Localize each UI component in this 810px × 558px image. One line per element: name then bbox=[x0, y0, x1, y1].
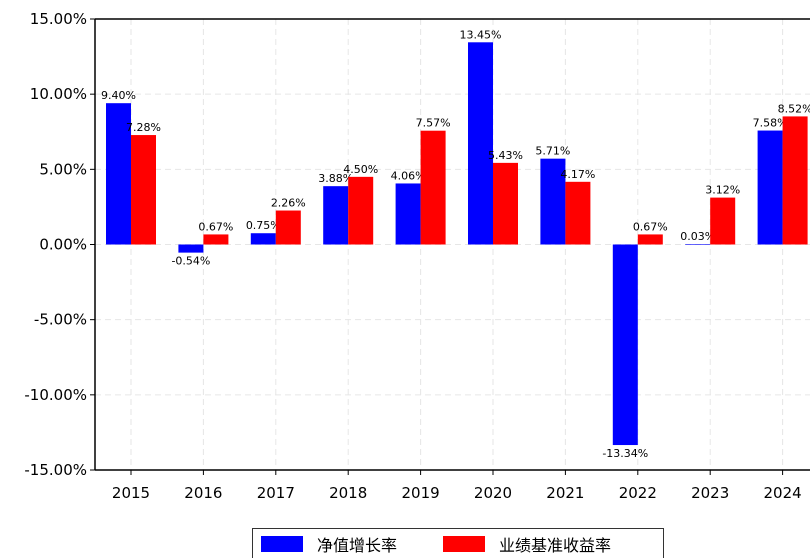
bar-series-1 bbox=[612, 244, 638, 446]
x-tick-label: 2016 bbox=[184, 484, 222, 502]
y-tick-label: 0.00% bbox=[39, 236, 87, 254]
y-tick-label: -5.00% bbox=[34, 311, 87, 329]
bar-series-2 bbox=[493, 162, 518, 245]
data-label-series-2: 4.50% bbox=[343, 163, 378, 176]
data-label-series-2: 7.28% bbox=[126, 121, 161, 134]
x-tick-label: 2021 bbox=[546, 484, 584, 502]
data-label-series-2: 8.52% bbox=[778, 102, 810, 115]
legend: 净值增长率 业绩基准收益率 bbox=[252, 528, 664, 558]
data-label-series-1: 3.88% bbox=[318, 172, 353, 185]
data-label-series-1: 9.40% bbox=[101, 89, 136, 102]
x-tick-label: 2022 bbox=[619, 484, 657, 502]
data-label-series-1: 7.58% bbox=[753, 117, 788, 130]
legend-swatch-series-1 bbox=[261, 535, 303, 552]
bar-series-2 bbox=[637, 234, 663, 245]
data-label-series-1: 5.71% bbox=[535, 145, 570, 158]
bar-series-1 bbox=[757, 130, 783, 245]
data-label-series-2: 0.67% bbox=[633, 220, 668, 233]
legend-label-series-2: 业绩基准收益率 bbox=[499, 535, 612, 555]
bar-series-2 bbox=[782, 116, 808, 245]
bar-series-1 bbox=[540, 158, 566, 245]
data-label-series-1: 0.75% bbox=[246, 219, 281, 232]
bar-series-1 bbox=[323, 186, 349, 245]
legend-item-series-1: 净值增长率 bbox=[261, 532, 397, 556]
data-label-series-2: 0.67% bbox=[198, 220, 233, 233]
x-tick-label: 2017 bbox=[257, 484, 295, 502]
data-label-series-2: 4.17% bbox=[560, 168, 595, 181]
data-label-series-1: 0.03% bbox=[680, 230, 715, 243]
data-label-series-2: 3.12% bbox=[705, 184, 740, 197]
y-tick-label: 5.00% bbox=[39, 160, 87, 178]
bar-series-2 bbox=[710, 197, 736, 245]
data-label-series-2: 5.43% bbox=[488, 149, 523, 162]
legend-item-series-2: 业绩基准收益率 bbox=[443, 532, 611, 556]
bar-series-2 bbox=[131, 135, 156, 245]
y-tick-label: -10.00% bbox=[24, 386, 87, 404]
data-label-series-1: -13.34% bbox=[602, 447, 648, 460]
y-tick-label: 15.00% bbox=[30, 10, 87, 28]
data-label-series-2: 7.57% bbox=[416, 117, 451, 130]
bar-series-2 bbox=[565, 181, 591, 245]
data-label-series-1: 4.06% bbox=[391, 169, 426, 182]
data-label-series-2: 2.26% bbox=[271, 197, 306, 210]
bar-series-2 bbox=[420, 130, 446, 245]
x-tick-label: 2020 bbox=[474, 484, 512, 502]
bar-series-1 bbox=[178, 244, 204, 253]
bar-series-2 bbox=[348, 176, 374, 245]
bar-series-1 bbox=[395, 183, 421, 245]
data-label-series-1: -0.54% bbox=[171, 255, 210, 268]
legend-label-series-1: 净值增长率 bbox=[317, 535, 398, 555]
x-tick-label: 2018 bbox=[329, 484, 367, 502]
bar-series-1 bbox=[250, 233, 276, 245]
y-tick-label: 10.00% bbox=[30, 85, 87, 103]
bar-series-1 bbox=[685, 244, 711, 245]
x-tick-label: 2024 bbox=[764, 484, 802, 502]
bar-series-1 bbox=[468, 42, 493, 245]
x-tick-label: 2023 bbox=[691, 484, 729, 502]
bar-series-2 bbox=[203, 234, 229, 245]
data-label-series-1: 13.45% bbox=[460, 28, 502, 41]
bar-series-2 bbox=[275, 210, 301, 245]
x-tick-label: 2015 bbox=[112, 484, 150, 502]
legend-swatch-series-2 bbox=[443, 535, 486, 552]
x-tick-label: 2019 bbox=[402, 484, 440, 502]
y-tick-label: -15.00% bbox=[24, 461, 87, 479]
bar-series-1 bbox=[106, 103, 131, 245]
